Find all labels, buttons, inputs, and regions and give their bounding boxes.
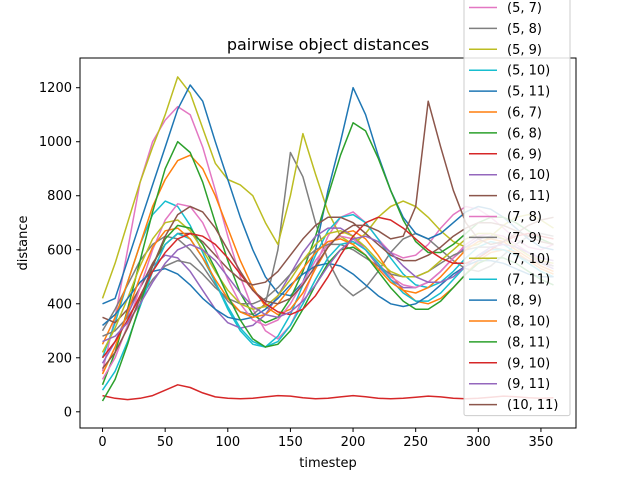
legend-label-16: (8, 11): [507, 335, 550, 350]
x-tick-label-5: 250: [403, 435, 428, 450]
y-tick-label-4: 800: [47, 189, 72, 204]
legend-label-9: (6, 11): [507, 189, 550, 204]
legend-label-0: (5, 7): [507, 1, 542, 16]
legend-label-7: (6, 9): [507, 147, 542, 162]
legend: (5, 7) (5, 8) (5, 9) (5, 10) (5, 11) (6, 7) (6…: [463, 0, 571, 417]
y-tick-label-0: 0: [64, 405, 72, 420]
y-axis-label: distance: [16, 215, 31, 270]
legend-label-5: (6, 7): [507, 106, 542, 121]
y-tick-label-2: 400: [47, 297, 72, 312]
legend-label-15: (8, 10): [507, 315, 550, 330]
x-tick-label-3: 150: [278, 435, 303, 450]
legend-label-13: (7, 11): [507, 273, 550, 288]
y-tick-label-3: 600: [47, 243, 72, 258]
plot-frame: [79, 57, 577, 429]
x-tick-label-1: 50: [157, 435, 174, 450]
legend-label-8: (6, 10): [507, 168, 550, 183]
legend-label-3: (5, 10): [507, 64, 550, 79]
legend-label-12: (7, 10): [507, 252, 550, 267]
legend-label-1: (5, 8): [507, 22, 542, 37]
legend-box: [463, 0, 571, 417]
legend-label-10: (7, 8): [507, 210, 542, 225]
legend-label-6: (6, 8): [507, 126, 542, 141]
x-tick-label-0: 0: [98, 435, 106, 450]
y-tick-label-5: 1000: [39, 135, 72, 150]
x-tick-label-4: 200: [341, 435, 366, 450]
legend-label-19: (10, 11): [507, 398, 559, 413]
legend-label-17: (9, 10): [507, 356, 550, 371]
chart-title: pairwise object distances: [227, 35, 429, 54]
legend-label-14: (8, 9): [507, 294, 542, 309]
legend-label-11: (7, 9): [507, 231, 542, 246]
legend-label-2: (5, 9): [507, 43, 542, 58]
x-axis: 0 50 100 150 200 250 300 350: [98, 428, 553, 450]
legend-label-18: (9, 11): [507, 377, 550, 392]
y-axis: 0 200 400 600 800 1000 1200: [39, 81, 80, 420]
legend-label-4: (5, 11): [507, 85, 550, 100]
x-tick-label-7: 350: [529, 435, 554, 450]
x-tick-label-6: 300: [466, 435, 491, 450]
x-tick-label-2: 100: [215, 435, 240, 450]
y-tick-label-1: 200: [47, 351, 72, 366]
y-tick-label-6: 1200: [39, 81, 72, 96]
x-axis-label: timestep: [299, 456, 357, 471]
